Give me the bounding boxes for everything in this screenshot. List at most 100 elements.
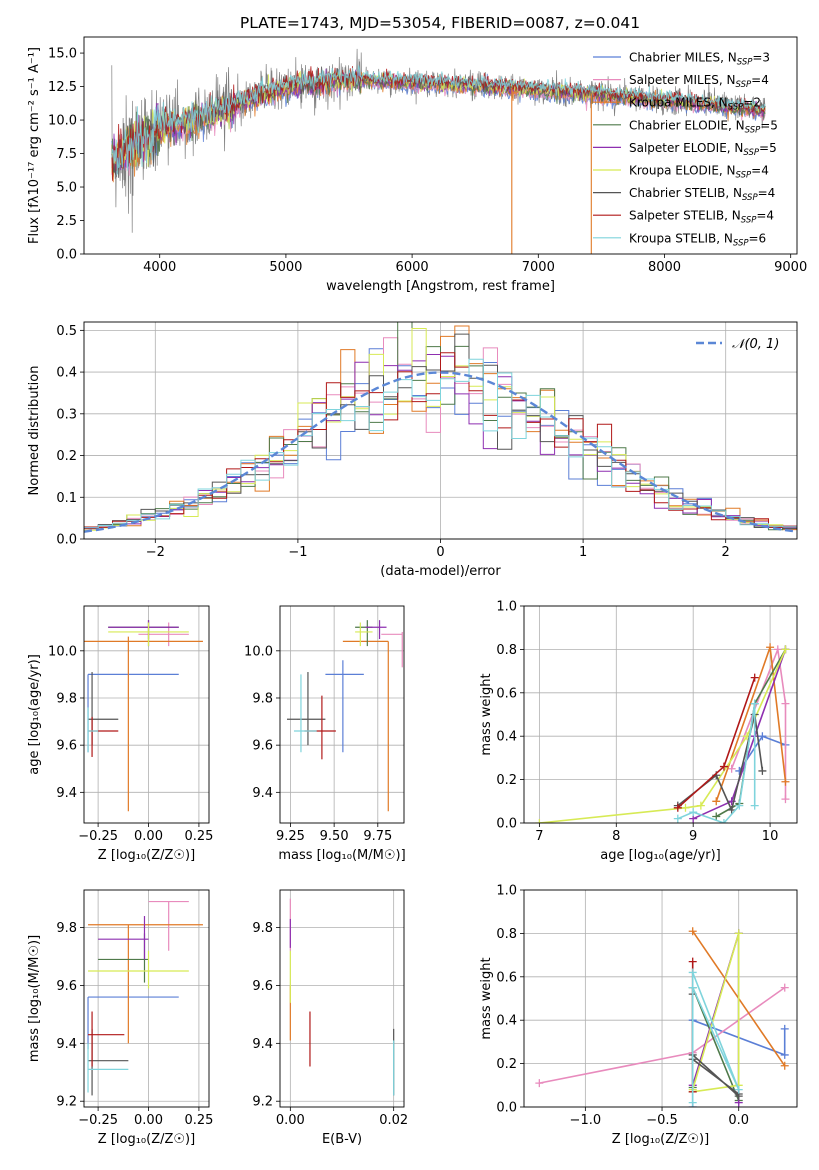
weight-point-marker	[750, 699, 759, 708]
legend-entry: Chabrier MILES, NSSP=3	[629, 51, 770, 68]
y-tick-label: 0.0	[56, 533, 77, 548]
x-tick-label: 9.75	[363, 829, 392, 844]
x-tick-label: 2	[722, 545, 730, 560]
legend-name: Kroupa STELIB, N	[629, 231, 733, 245]
errorbar-salpeter-stelib	[304, 695, 336, 760]
legend-entry: Kroupa STELIB, NSSP=6	[629, 231, 766, 248]
errorbar-chabrier-elodie	[98, 933, 149, 983]
x-tick-label: 0.00	[276, 1113, 305, 1128]
weight-point-marker	[689, 808, 698, 817]
legend-nssp: =4	[758, 186, 776, 200]
age_vs_Z-axes: −0.25 0.00 0.25 9.4 9.6 9.8 10.0 Z [log₁₀(Z/Z☉)…	[27, 606, 213, 863]
weight-point-marker	[719, 762, 728, 771]
legend-nssp: =4	[751, 73, 769, 87]
weight_vs_Z-frame	[523, 889, 798, 1108]
age_vs_Z-plot-area	[84, 620, 203, 812]
weight_vs_Z-plot-area	[535, 927, 789, 1107]
errorbar-chabrier-stelib	[286, 672, 326, 746]
legend-entry: Kroupa MILES, NSSP=2	[629, 96, 761, 113]
weight-point-marker	[688, 968, 697, 977]
legend-nssp: =5	[759, 141, 777, 155]
weight-point-marker	[780, 983, 789, 992]
x-axis-label: Z [log₁₀(Z/Z☉)]	[98, 1132, 195, 1147]
errorbar-salpeter-elodie	[98, 916, 149, 960]
y-tick-label: 9.4	[56, 786, 77, 801]
legend-nssp: =5	[760, 118, 778, 132]
x-tick-label: 6000	[396, 260, 429, 275]
age_vs_mass-frame	[279, 605, 405, 824]
weight-point-marker	[712, 812, 721, 821]
mass_vs_ebv-frame	[279, 889, 405, 1108]
weight-point-marker	[781, 795, 790, 804]
y-tick-label: 9.6	[56, 739, 77, 754]
x-tick-label: −2	[146, 545, 165, 560]
x-tick-label: 0.00	[134, 829, 163, 844]
x-axis-label: Z [log₁₀(Z/Z☉)]	[98, 848, 195, 863]
x-tick-label: −1	[288, 545, 307, 560]
y-tick-label: 9.6	[56, 979, 77, 994]
weight-series-kroupa-miles	[712, 643, 790, 806]
y-tick-label: 0.6	[496, 970, 517, 985]
legend-name: Salpeter STELIB, N	[629, 209, 741, 223]
y-tick-label: 0.4	[496, 730, 517, 745]
spectrum-axes: 4000 5000 6000 7000 8000 9000 0.0 2.5 5.0 7.5 10.0…	[27, 47, 807, 294]
y-tick-label: 0.2	[496, 1057, 517, 1072]
y-axis-label: mass weight	[479, 673, 494, 755]
errorbar-salpeter-miles	[138, 622, 189, 647]
weight-point-marker	[727, 805, 736, 814]
x-axis-label: mass [log₁₀(M/M☉)]	[278, 848, 405, 863]
legend-name: Salpeter MILES, N	[629, 73, 736, 87]
weight-line	[691, 933, 740, 1093]
weight-point-marker	[681, 803, 690, 812]
y-tick-label: 0.0	[496, 817, 517, 832]
spectrum-plot-area	[111, 48, 766, 254]
x-axis-label: age [log₁₀(age/yr)]	[600, 848, 721, 863]
errorbar-kroupa-miles	[84, 636, 203, 812]
y-tick-label: 9.6	[252, 979, 273, 994]
y-tick-label: 10.0	[48, 644, 77, 659]
y-tick-label: 2.5	[56, 214, 77, 229]
x-tick-label: 9.50	[320, 829, 349, 844]
residuals-plot-area	[84, 322, 797, 533]
errorbar-salpeter-miles	[148, 900, 189, 951]
y-tick-label: 0.2	[56, 449, 77, 464]
weight_vs_age-plot-area	[535, 643, 790, 823]
x-tick-label: 0.00	[134, 1113, 163, 1128]
age_vs_Z-frame	[83, 605, 210, 824]
x-axis-label: Z [log₁₀(Z/Z☉)]	[612, 1132, 709, 1147]
weight-point-marker	[673, 803, 682, 812]
errorbar-salpeter-stelib	[88, 1011, 125, 1067]
x-axis-label: wavelength [Angstrom, rest frame]	[326, 279, 555, 294]
weight-point-marker	[535, 819, 544, 823]
weight-series-kroupa-elodie	[535, 645, 790, 823]
errorbar-kroupa-miles	[88, 924, 203, 1044]
weight_vs_age-frame	[523, 605, 798, 824]
x-tick-label: 5000	[269, 260, 302, 275]
mass_vs_ebv-axes: 0.00 0.02 9.2 9.4 9.6 9.8 E(B-V)	[252, 890, 408, 1147]
weight-point-marker	[688, 1098, 697, 1107]
y-axis-label: Flux [fλ10⁻¹⁷ erg cm⁻² s⁻¹ A⁻¹]	[27, 47, 42, 244]
y-tick-label: 0.1	[56, 491, 77, 506]
x-axis-label: E(B-V)	[322, 1132, 362, 1147]
x-tick-label: −0.25	[78, 829, 118, 844]
mass_vs_Z-axes: −0.25 0.00 0.25 9.2 9.4 9.6 9.8 Z [log₁₀(Z/Z☉)]…	[27, 890, 213, 1147]
weight-point-marker	[673, 814, 682, 823]
weight-point-marker	[781, 699, 790, 708]
weight-point-marker	[780, 1061, 789, 1070]
y-tick-label: 0.8	[496, 643, 517, 658]
weight-line	[691, 972, 740, 1103]
errorbar-chabrier-miles	[325, 660, 364, 753]
legend-name: Kroupa ELODIE, N	[629, 164, 736, 178]
mass_vs_Z-frame	[83, 889, 210, 1108]
spectrum-model-kroupa-stelib	[111, 65, 766, 175]
legend-nssp: =2	[743, 96, 761, 110]
legend-entry: Kroupa ELODIE, NSSP=4	[629, 164, 769, 181]
y-tick-label: 1.0	[496, 884, 517, 899]
y-tick-label: 10.0	[244, 644, 273, 659]
legend-nssp: =3	[752, 51, 770, 65]
y-tick-label: 0.4	[56, 366, 77, 381]
legend-name: Chabrier STELIB, N	[629, 186, 742, 200]
y-tick-label: 9.4	[252, 1037, 273, 1052]
y-axis-label: Normed distribution	[27, 366, 42, 496]
